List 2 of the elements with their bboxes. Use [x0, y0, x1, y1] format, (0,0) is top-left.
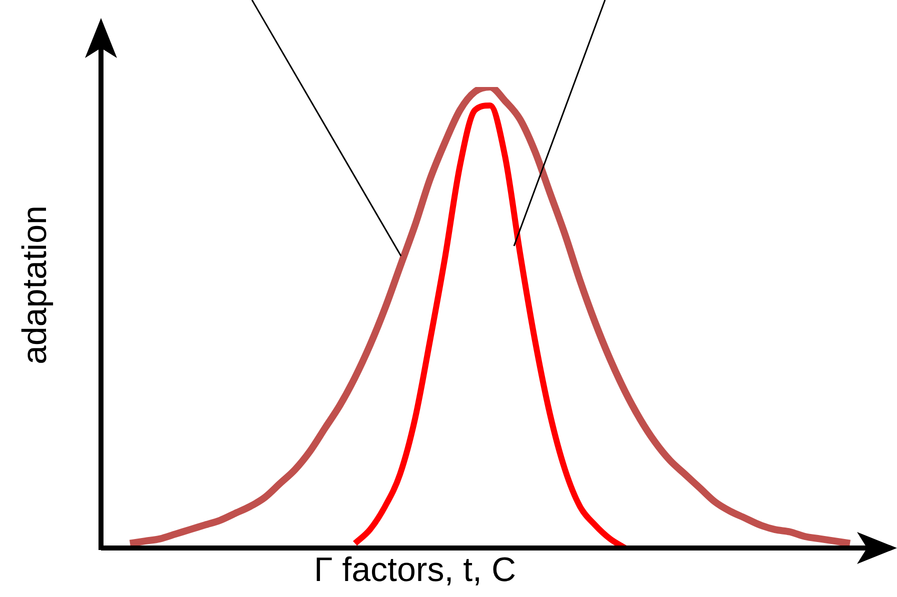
- y-axis-title: adaptation: [15, 204, 55, 366]
- x-axis-title: Γ factors, t, C: [313, 550, 517, 590]
